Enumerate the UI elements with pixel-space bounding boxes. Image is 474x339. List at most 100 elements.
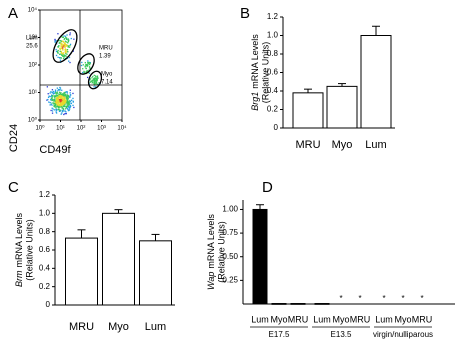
density-dot [65,97,68,99]
density-dot [70,102,72,104]
x-tick-label: Myo [270,314,287,324]
density-dot [54,106,56,108]
density-dot [69,96,71,98]
gate-percent: 25.6 [26,44,38,50]
density-dot [60,53,62,55]
density-dot [51,107,53,109]
y-axis-label-text: mRNA Levels [14,212,24,267]
density-dot [52,108,54,110]
density-dot [62,105,64,108]
density-dot [61,54,63,56]
density-dot [87,60,89,62]
group-label: E17.5 [269,330,290,339]
density-dot [66,95,68,97]
density-dot [55,54,58,57]
density-dot [59,96,61,98]
density-dot [51,97,53,99]
density-dot [62,36,65,38]
density-dot [50,99,52,101]
y-axis-label: Brm mRNA Levels [14,212,24,287]
density-dot [67,46,70,48]
y-axis-label: CD24 [8,124,20,152]
density-dot [94,78,96,80]
density-dot [64,37,66,40]
density-dot [66,98,68,100]
bar [65,237,98,306]
density-dot [58,102,61,104]
density-dot [66,34,68,36]
density-dot [94,80,96,82]
density-dot [61,107,63,109]
density-dot [58,109,60,111]
density-dot [86,76,89,79]
y-tick-label: 1.00 [222,205,238,214]
density-dot [65,102,67,104]
density-dot [64,110,66,112]
y-tick-label: 1.2 [267,12,279,21]
density-dot [69,89,71,91]
annotation: * [339,294,342,303]
density-dot [54,41,56,43]
density-dot [94,81,96,83]
bar [252,208,268,305]
density-dot [63,110,65,112]
density-dot [55,39,57,42]
density-dot [49,95,51,98]
density-dot [58,110,61,113]
density-dot [58,95,61,97]
density-dot [53,101,55,103]
gate [52,29,78,63]
density-dot [60,51,62,53]
density-dot [69,43,72,46]
density-dot [56,87,58,89]
density-dot [88,61,91,64]
density-dot [55,102,57,104]
x-tick-label: Lum [365,139,386,151]
y-tick-label: 0.6 [267,68,279,77]
density-dot [56,98,58,100]
density-dot [47,98,49,101]
density-dot [69,44,71,47]
density-dot [85,71,88,73]
density-dot [64,102,66,104]
density-dot [87,64,89,67]
density-dot [83,72,85,74]
density-dot [55,111,57,113]
density-dot [60,95,62,97]
density-dot [60,44,62,46]
bar [314,303,330,305]
gate-name: MRU [99,46,113,52]
density-dot [49,101,51,104]
density-dot [94,81,96,84]
density-dot [58,91,61,93]
density-dot [58,106,61,108]
density-dot [88,72,91,74]
density-dot [96,77,98,79]
x-tick-label: 10¹ [56,126,65,132]
density-dot [61,52,63,54]
density-dot [64,48,67,50]
density-dot [57,108,59,110]
density-dot [86,70,88,72]
density-dot [61,112,63,114]
density-dot [98,82,100,84]
density-dot [88,66,91,68]
y-tick-label: 1.0 [267,31,279,40]
density-dot [82,71,84,74]
density-dot [63,105,65,107]
density-dot [56,109,58,112]
density-dot [63,95,65,97]
density-dot [67,109,70,112]
density-dot [62,101,65,103]
gene-name: Wap [206,272,216,290]
x-tick-label: MRU [295,139,320,151]
density-dot [60,100,62,102]
y-axis-label-text: mRNA Levels [206,214,216,269]
density-dot [60,105,62,107]
density-dot [63,45,65,48]
gene-name: Brm [14,270,24,287]
density-dot [64,46,66,48]
density-dot [53,105,55,107]
density-dot [53,99,55,101]
density-dot [49,104,51,106]
